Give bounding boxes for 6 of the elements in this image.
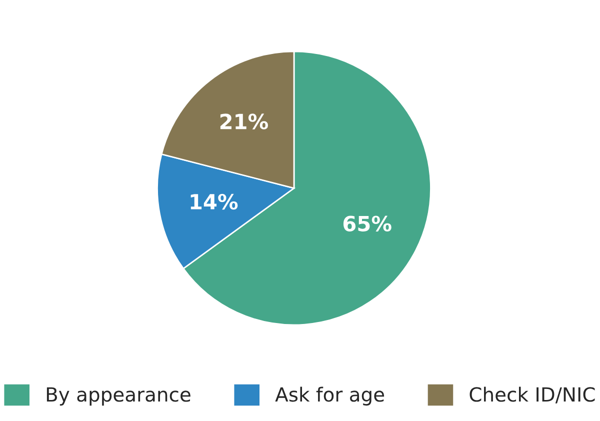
legend-label: By appearance (46, 387, 190, 406)
legend-label: Ask for age (275, 386, 384, 406)
data-label: 65% (343, 216, 392, 232)
data-label: 14% (190, 194, 238, 210)
legend-label: Check ID/NIC (470, 386, 595, 404)
data-label: 21% (220, 114, 268, 130)
